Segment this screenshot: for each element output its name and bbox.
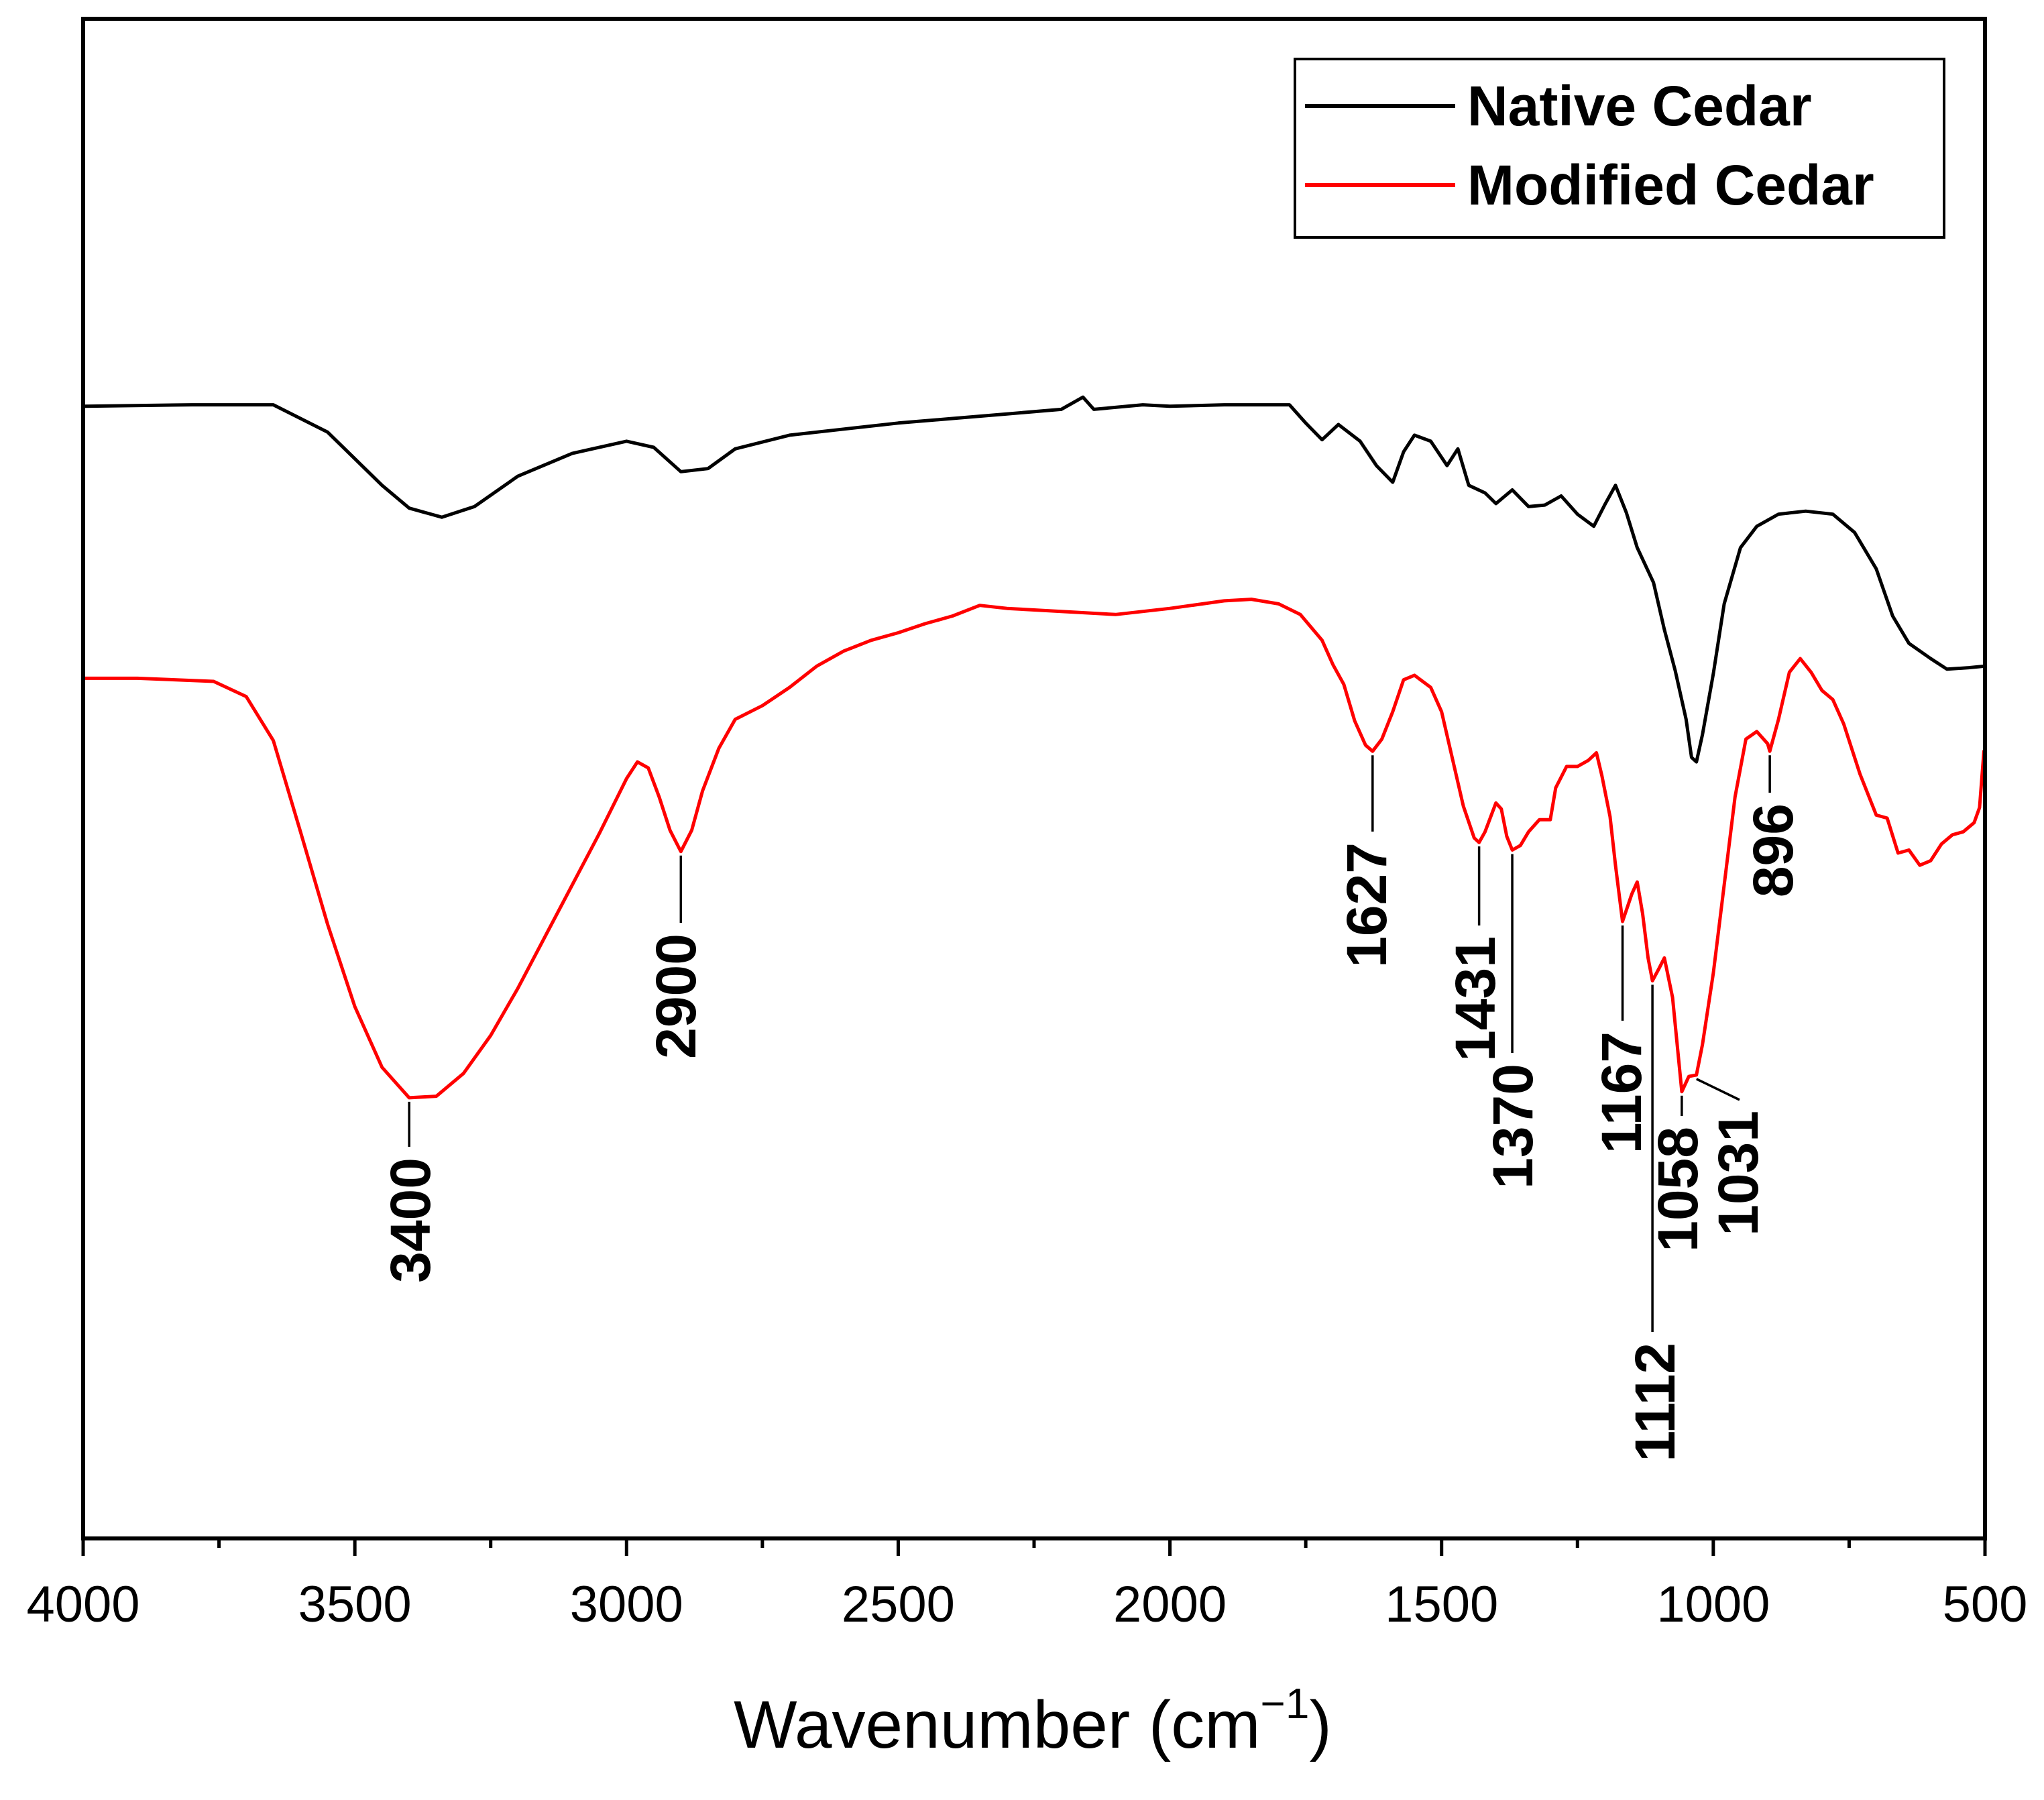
peak-annotation-1058: 1058	[1646, 1095, 1709, 1252]
peak-annotation-1627: 1627	[1335, 755, 1398, 968]
peak-label: 2900	[644, 934, 707, 1059]
peak-label: 1058	[1646, 1127, 1709, 1252]
peak-annotation-3400: 3400	[379, 1101, 442, 1283]
peak-label: 1112	[1624, 1343, 1687, 1462]
peak-label: 1431	[1444, 936, 1507, 1062]
plot-area	[81, 395, 1987, 1100]
x-tick-label: 500	[1943, 1576, 2028, 1633]
x-axis: 4000 3500 3000 2500 2000 1500 1000 500	[26, 1538, 2027, 1633]
series-line-modified-cedar	[81, 598, 1987, 1100]
x-tick-label: 4000	[26, 1576, 139, 1633]
x-tick-label: 2000	[1113, 1576, 1227, 1633]
peak-annotation-896: 896	[1742, 755, 1805, 897]
x-tick-label: 2500	[842, 1576, 955, 1633]
x-tick-label: 3000	[570, 1576, 683, 1633]
peak-label: 1627	[1335, 842, 1398, 968]
peak-label: 1167	[1590, 1031, 1653, 1154]
x-axis-title-superscript: −1	[1261, 1679, 1310, 1728]
x-axis-title-text: Wavenumber (cm	[734, 1687, 1260, 1762]
x-tick-label: 3500	[298, 1576, 412, 1633]
peak-label: 3400	[379, 1158, 442, 1283]
legend: Native Cedar Modified Cedar	[1294, 58, 1945, 239]
peak-label: 1370	[1481, 1064, 1544, 1189]
x-tick-label: 1500	[1385, 1576, 1498, 1633]
peak-annotation-1112: 1112	[1624, 985, 1687, 1462]
peak-annotation-1370: 1370	[1481, 854, 1544, 1189]
peak-annotation-2900: 2900	[644, 855, 707, 1059]
x-tick-label: 1000	[1656, 1576, 1770, 1633]
peak-annotation-1431: 1431	[1444, 846, 1507, 1062]
series-line-native-cedar	[81, 395, 1987, 764]
peak-annotation-1031: 1031	[1695, 1078, 1770, 1236]
legend-label-modified-cedar: Modified Cedar	[1467, 154, 1874, 217]
plot-frame	[81, 17, 1987, 1540]
x-axis-title-close: )	[1310, 1687, 1332, 1762]
legend-box	[1294, 58, 1945, 239]
legend-label-native-cedar: Native Cedar	[1467, 74, 1812, 137]
peak-label: 1031	[1707, 1111, 1770, 1236]
peak-annotation-1167: 1167	[1590, 925, 1653, 1154]
x-axis-title: Wavenumber (cm−1)	[734, 1679, 1332, 1762]
peak-leader-line	[1695, 1078, 1740, 1101]
peak-label: 896	[1742, 803, 1805, 897]
